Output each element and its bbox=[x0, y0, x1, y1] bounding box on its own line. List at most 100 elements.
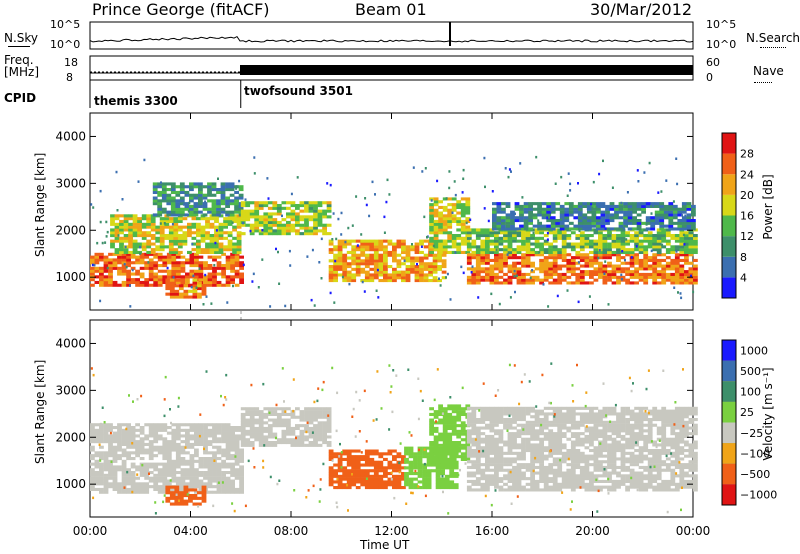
heatmap-cell bbox=[220, 193, 226, 197]
heatmap-cell bbox=[123, 219, 129, 223]
heatmap-cell bbox=[153, 468, 159, 472]
heatmap-cell bbox=[355, 449, 361, 453]
heatmap-cell bbox=[552, 409, 558, 413]
heatmap-cell bbox=[295, 204, 300, 208]
heatmap-cell bbox=[516, 248, 522, 252]
heatmap-cell bbox=[130, 278, 136, 282]
heatmap-cell bbox=[161, 199, 167, 203]
heatmap-cell bbox=[568, 227, 574, 231]
heatmap-cell bbox=[598, 440, 603, 444]
heatmap-cell bbox=[387, 276, 393, 280]
heatmap-cell bbox=[575, 437, 581, 441]
nsky-label: N.Sky bbox=[4, 31, 39, 45]
heatmap-cell bbox=[236, 242, 242, 246]
heatmap-cell bbox=[534, 423, 540, 427]
heatmap-cell bbox=[438, 214, 443, 218]
heatmap-cell bbox=[387, 265, 393, 269]
heatmap-noise-cell bbox=[205, 295, 208, 298]
heatmap-cell bbox=[209, 245, 215, 249]
heatmap-cell bbox=[299, 223, 305, 227]
heatmap-cell bbox=[342, 265, 348, 269]
heatmap-cell bbox=[489, 234, 495, 238]
heatmap-cell bbox=[539, 278, 544, 282]
heatmap-cell bbox=[413, 483, 418, 487]
heatmap-cell bbox=[182, 234, 188, 238]
heatmap-cell bbox=[121, 490, 127, 494]
heatmap-cell bbox=[166, 468, 172, 472]
heatmap-cell bbox=[530, 426, 535, 430]
heatmap-cell bbox=[94, 261, 100, 265]
heatmap-cell bbox=[404, 460, 409, 464]
heatmap-cell bbox=[328, 469, 334, 473]
heatmap-cell bbox=[668, 210, 674, 214]
heatmap-cell bbox=[194, 252, 199, 256]
heatmap-cell bbox=[570, 270, 576, 274]
heatmap-cell bbox=[414, 279, 420, 283]
heatmap-cell bbox=[475, 426, 481, 430]
heatmap-cell bbox=[426, 474, 432, 478]
heatmap-cell bbox=[552, 423, 558, 427]
heatmap-cell bbox=[530, 234, 535, 238]
heatmap-cell bbox=[198, 442, 204, 446]
heatmap-cell bbox=[212, 462, 217, 466]
heatmap-cell bbox=[587, 219, 592, 223]
heatmap-cell bbox=[656, 239, 662, 243]
heatmap-cell bbox=[139, 451, 145, 455]
heatmap-noise-cell bbox=[129, 305, 132, 308]
heatmap-cell bbox=[437, 259, 442, 263]
heatmap-cell bbox=[589, 449, 594, 453]
heatmap-cell bbox=[150, 250, 156, 254]
heatmap-cell bbox=[566, 245, 572, 249]
heatmap-cell bbox=[175, 264, 181, 268]
heatmap-cell bbox=[148, 278, 154, 282]
heatmap-cell bbox=[128, 236, 133, 240]
heatmap-cell bbox=[240, 204, 246, 208]
heatmap-cell bbox=[456, 429, 462, 433]
heatmap-cell bbox=[593, 432, 599, 436]
heatmap-cell bbox=[177, 219, 183, 223]
heatmap-cell bbox=[355, 239, 361, 243]
heatmap-cell bbox=[295, 232, 300, 236]
heatmap-cell bbox=[414, 242, 420, 246]
heatmap-cell bbox=[503, 261, 508, 265]
heatmap-cell bbox=[665, 264, 671, 268]
heatmap-cell bbox=[209, 242, 215, 246]
heatmap-noise-cell bbox=[635, 245, 638, 248]
heatmap-cell bbox=[525, 449, 531, 453]
heatmap-cell bbox=[623, 216, 628, 220]
heatmap-cell bbox=[121, 266, 127, 270]
heatmap-cell bbox=[521, 440, 526, 444]
heatmap-cell bbox=[383, 239, 388, 243]
heatmap-noise-cell bbox=[198, 267, 201, 270]
heatmap-cell bbox=[225, 264, 231, 268]
heatmap-cell bbox=[383, 267, 388, 271]
heatmap-cell bbox=[568, 207, 574, 211]
heatmap-cell bbox=[166, 457, 172, 461]
heatmap-cell bbox=[480, 474, 486, 478]
heatmap-cell bbox=[177, 225, 183, 229]
heatmap-cell bbox=[557, 420, 563, 424]
heatmap-noise-cell bbox=[92, 206, 95, 209]
heatmap-cell bbox=[598, 250, 603, 254]
heatmap-cell bbox=[249, 226, 255, 230]
heatmap-cell bbox=[557, 451, 563, 455]
heatmap-cell bbox=[351, 469, 357, 473]
heatmap-cell bbox=[225, 426, 231, 430]
heatmap-cell bbox=[216, 431, 222, 435]
heatmap-cell bbox=[466, 488, 472, 492]
heatmap-cell bbox=[584, 468, 590, 472]
heatmap-cell bbox=[539, 281, 544, 285]
heatmap-cell bbox=[130, 437, 136, 441]
heatmap-cell bbox=[342, 486, 348, 490]
heatmap-cell bbox=[313, 426, 318, 430]
heatmap-cell bbox=[216, 272, 222, 276]
heatmap-cell bbox=[166, 210, 172, 214]
heatmap-cell bbox=[429, 426, 434, 430]
heatmap-cell bbox=[308, 418, 314, 422]
heatmap-cell bbox=[212, 426, 217, 430]
heatmap-cell bbox=[239, 255, 244, 259]
heatmap-cell bbox=[135, 451, 140, 455]
heatmap-cell bbox=[546, 202, 552, 206]
heatmap-cell bbox=[135, 442, 140, 446]
heatmap-cell bbox=[168, 225, 174, 229]
